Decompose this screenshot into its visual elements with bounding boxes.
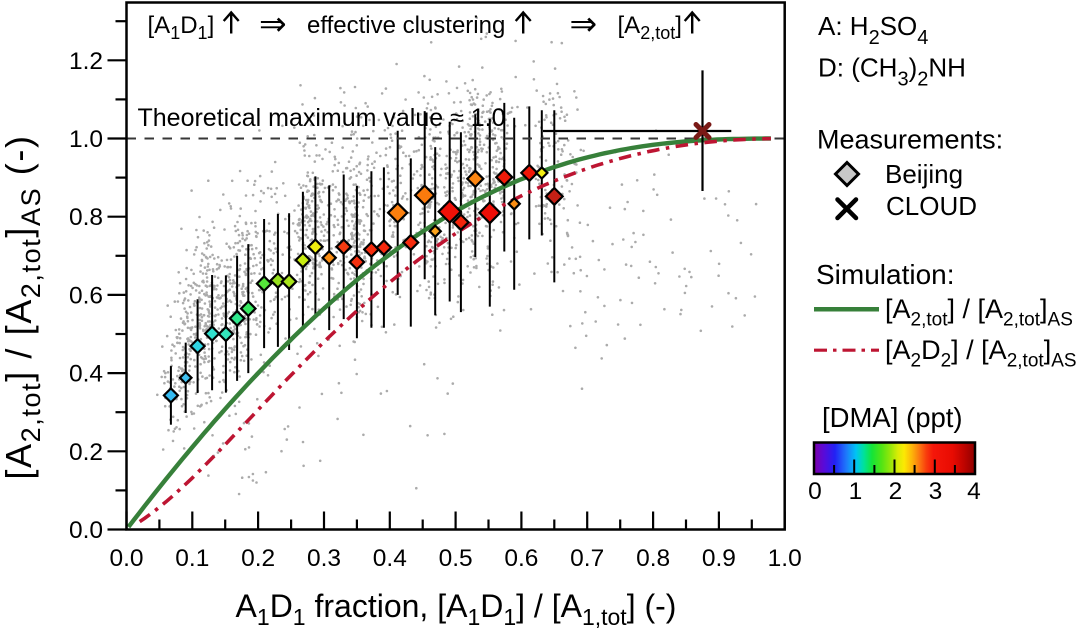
svg-text:Theoretical maximum value ≈ 1.: Theoretical maximum value ≈ 1.0	[138, 104, 506, 132]
svg-text:0.2: 0.2	[69, 439, 103, 466]
svg-text:0.6: 0.6	[69, 282, 103, 309]
svg-text:[A2,tot] / [A2,tot]AS: [A2,tot] / [A2,tot]AS	[885, 294, 1073, 331]
svg-text:0.0: 0.0	[109, 545, 143, 572]
svg-text:Measurements:: Measurements:	[817, 125, 1003, 155]
svg-text:0.9: 0.9	[702, 545, 736, 572]
svg-text:0: 0	[808, 478, 822, 505]
svg-text:0.8: 0.8	[69, 204, 103, 231]
svg-text:0.7: 0.7	[570, 545, 604, 572]
svg-text:Simulation:: Simulation:	[816, 259, 955, 290]
svg-text:0.4: 0.4	[69, 361, 103, 388]
svg-text:A1D1 fraction, [A1D1] / [A1,to: A1D1 fraction, [A1D1] / [A1,tot] (-)	[236, 588, 677, 630]
svg-text:CLOUD: CLOUD	[886, 191, 977, 221]
svg-text:0.4: 0.4	[373, 545, 407, 572]
svg-text:0.8: 0.8	[636, 545, 670, 572]
svg-text:0.2: 0.2	[241, 545, 275, 572]
svg-text:Beijing: Beijing	[885, 159, 963, 189]
svg-text:⇒: ⇒	[259, 5, 287, 42]
svg-text:0.1: 0.1	[175, 545, 209, 572]
svg-text:[DMA] (ppt): [DMA] (ppt)	[822, 402, 963, 433]
svg-text:1.0: 1.0	[69, 126, 103, 153]
svg-text:effective clustering: effective clustering	[307, 12, 505, 39]
svg-text:0.5: 0.5	[439, 545, 473, 572]
svg-text:4: 4	[967, 478, 981, 505]
svg-text:[A1D1]: [A1D1]	[148, 12, 215, 43]
svg-text:1.2: 1.2	[69, 48, 103, 75]
svg-text:2: 2	[889, 478, 903, 505]
svg-text:1: 1	[849, 478, 863, 505]
svg-text:3: 3	[929, 478, 943, 505]
svg-text:⇒: ⇒	[570, 5, 598, 42]
svg-text:0.3: 0.3	[307, 545, 341, 572]
svg-text:0.6: 0.6	[504, 545, 538, 572]
svg-text:0.0: 0.0	[69, 517, 103, 544]
svg-text:1.0: 1.0	[768, 545, 802, 572]
